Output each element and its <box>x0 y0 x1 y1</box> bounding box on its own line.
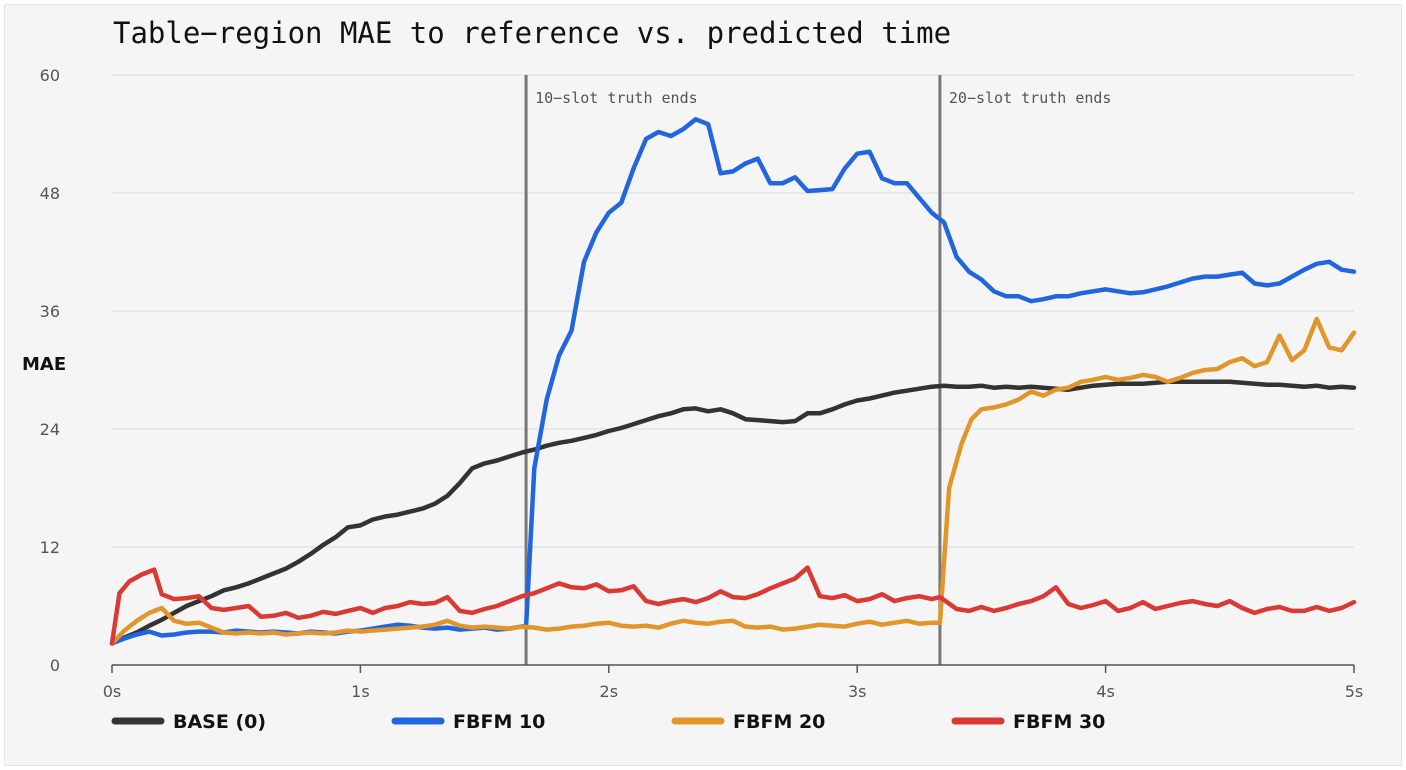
legend-label: FBFM 10 <box>453 711 545 733</box>
axes: 0 12 24 36 48 60 0s 1s 2s 3s 4s 5s <box>40 66 1364 701</box>
legend-label: FBFM 20 <box>733 711 825 733</box>
y-tick-label: 0 <box>50 656 60 675</box>
annotation-label: 10−slot truth ends <box>535 89 698 107</box>
series-line <box>109 316 1357 646</box>
gridlines <box>112 74 1354 548</box>
chart-title: Table−region MAE to reference vs. predic… <box>113 16 951 50</box>
y-axis-label: MAE <box>22 354 66 375</box>
x-tick-label: 5s <box>1345 682 1364 701</box>
y-tick-label: 36 <box>40 302 60 321</box>
x-tick-label: 3s <box>848 682 867 701</box>
legend-label: BASE (0) <box>173 711 266 733</box>
x-tick-label: 4s <box>1096 682 1115 701</box>
series-lines <box>109 117 1357 646</box>
x-tick-label: 1s <box>351 682 370 701</box>
y-tick-label: 24 <box>40 420 60 439</box>
x-tick-label: 2s <box>600 682 619 701</box>
legend-label: FBFM 30 <box>1013 711 1105 733</box>
y-tick-label: 12 <box>40 538 60 557</box>
x-tick-label: 0s <box>103 682 122 701</box>
chart-card: Table−region MAE to reference vs. predic… <box>4 4 1402 766</box>
legend: BASE (0) FBFM 10 FBFM 20 FBFM 30 <box>111 711 1105 733</box>
annotations: 10−slot truth ends 20−slot truth ends <box>524 75 1112 665</box>
line-chart: Table−region MAE to reference vs. predic… <box>22 16 1364 733</box>
series-line <box>109 565 1357 646</box>
annotation-label: 20−slot truth ends <box>949 89 1112 107</box>
y-tick-label: 60 <box>40 66 60 85</box>
y-tick-label: 48 <box>40 184 60 203</box>
